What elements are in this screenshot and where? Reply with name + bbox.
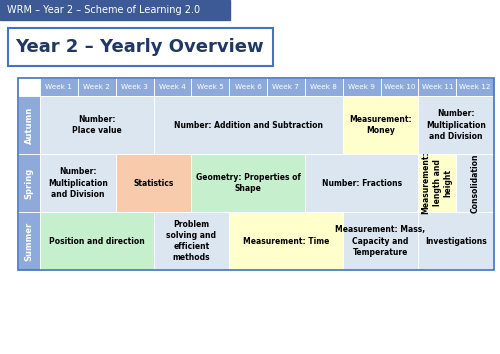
Text: Week 2: Week 2 [84,84,110,90]
Text: Measurement:
length and
height: Measurement: length and height [422,152,453,214]
Text: Week 10: Week 10 [384,84,415,90]
Text: Number: Addition and Subtraction: Number: Addition and Subtraction [174,120,322,130]
Bar [456,154,494,212]
Text: Week 4: Week 4 [159,84,186,90]
Bar [342,96,418,154]
Bar [8,28,273,66]
Text: Week 9: Week 9 [348,84,375,90]
Bar [18,212,40,270]
Bar [380,78,418,96]
Text: Consolidation: Consolidation [470,153,480,213]
Text: Number: Fractions: Number: Fractions [322,178,402,188]
Bar [78,78,116,96]
Text: Year 2 – Yearly Overview: Year 2 – Yearly Overview [15,38,264,56]
Bar [116,154,192,212]
Bar [305,154,418,212]
Text: Week 1: Week 1 [46,84,72,90]
Text: Number:
Multiplication
and Division: Number: Multiplication and Division [426,109,486,141]
Text: Investigations: Investigations [426,236,487,246]
Text: Measurement: Mass,
Capacity and
Temperature: Measurement: Mass, Capacity and Temperat… [336,225,426,257]
Bar [342,212,418,270]
Bar [418,212,494,270]
Text: Week 8: Week 8 [310,84,337,90]
Bar [418,154,456,212]
Text: Week 3: Week 3 [121,84,148,90]
Bar [40,212,154,270]
Text: Statistics: Statistics [134,178,173,188]
Bar [229,212,342,270]
Bar [18,154,40,212]
Text: Week 6: Week 6 [234,84,262,90]
Bar [154,78,192,96]
Bar [192,154,305,212]
Bar [40,78,78,96]
Text: Week 12: Week 12 [460,84,491,90]
Text: Position and direction: Position and direction [49,236,144,246]
Bar [154,212,229,270]
Bar [18,78,494,270]
Bar [0,0,230,20]
Bar [456,78,494,96]
Text: Number:
Place value: Number: Place value [72,115,122,135]
Text: WRM – Year 2 – Scheme of Learning 2.0: WRM – Year 2 – Scheme of Learning 2.0 [7,5,200,15]
Bar [40,154,116,212]
Bar [418,96,494,154]
Text: Spring: Spring [24,167,34,199]
Bar [18,96,40,154]
Bar [229,78,267,96]
Text: Week 5: Week 5 [197,84,224,90]
Text: Measurement:
Money: Measurement: Money [349,115,412,135]
Bar [418,78,456,96]
Text: Autumn: Autumn [24,106,34,144]
Text: Week 7: Week 7 [272,84,299,90]
Bar [305,78,343,96]
Text: Measurement: Time: Measurement: Time [242,236,329,246]
Bar [40,96,154,154]
Bar [154,96,342,154]
Text: Summer: Summer [24,221,34,261]
Bar [267,78,305,96]
Bar [40,96,494,270]
Bar [116,78,154,96]
Text: Number:
Multiplication
and Division: Number: Multiplication and Division [48,167,108,199]
Text: Week 11: Week 11 [422,84,453,90]
Text: Geometry: Properties of
Shape: Geometry: Properties of Shape [196,173,300,193]
Text: Problem
solving and
efficient
methods: Problem solving and efficient methods [166,220,216,262]
Bar [192,78,229,96]
Bar [342,78,380,96]
